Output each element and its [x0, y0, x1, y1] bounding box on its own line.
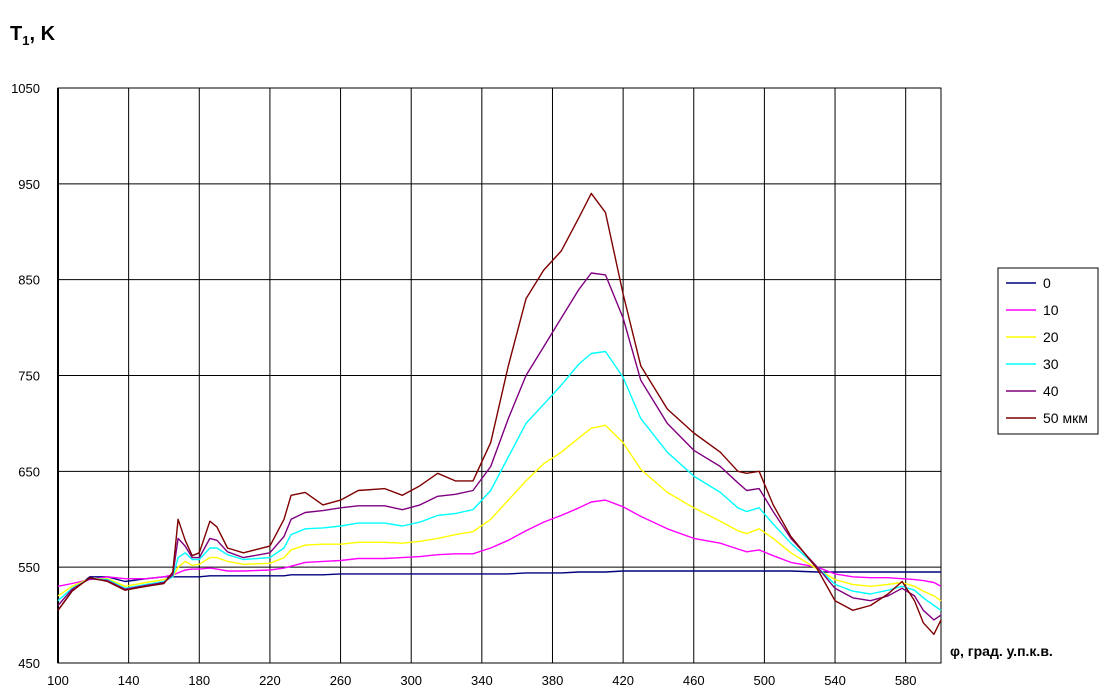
y-axis-title: T1, K: [10, 23, 56, 48]
x-tick-label: 500: [754, 673, 776, 688]
series-line-1: [57, 499, 942, 587]
x-tick-label: 420: [612, 673, 634, 688]
x-tick-label: 580: [895, 673, 917, 688]
legend-box: [997, 267, 1099, 435]
y-tick-labels: 450 550 650 750 850 950 1050: [11, 81, 40, 671]
y-tick-label: 950: [18, 177, 40, 192]
x-tick-label: 300: [400, 673, 422, 688]
legend-label-3: 30: [1043, 356, 1059, 372]
series-line-2: [57, 424, 942, 602]
x-tick-label: 380: [542, 673, 564, 688]
legend-label-4: 40: [1043, 383, 1059, 399]
x-tick-label: 540: [824, 673, 846, 688]
y-tick-label: 450: [18, 656, 40, 671]
series-line-5: [57, 192, 942, 635]
legend-label-1: 10: [1043, 302, 1059, 318]
y-axis-title-main: T: [10, 23, 22, 45]
series-line-0: [57, 570, 941, 611]
y-tick-label: 550: [18, 560, 40, 575]
legend-label-5: 50 мкм: [1043, 410, 1088, 426]
x-tick-label: 340: [471, 673, 493, 688]
x-axis-title: φ, град. у.п.к.в.: [950, 643, 1053, 659]
legend-label-2: 20: [1043, 329, 1059, 345]
x-tick-label: 460: [683, 673, 705, 688]
x-tick-label: 140: [118, 673, 140, 688]
y-tick-label: 850: [18, 273, 40, 288]
x-tick-label: 180: [188, 673, 210, 688]
x-tick-label: 260: [330, 673, 352, 688]
y-axis-title-rest: , K: [29, 23, 55, 45]
x-tick-label: 100: [47, 673, 69, 688]
legend: 0 10 20 30 40 50 мкм: [997, 267, 1099, 435]
y-tick-label: 750: [18, 369, 40, 384]
x-tick-labels: 100 140 180 220 260 300 340 380 420 460 500 540 580: [47, 673, 916, 688]
y-tick-label: 650: [18, 464, 40, 479]
x-tick-label: 220: [259, 673, 281, 688]
y-tick-label: 1050: [11, 81, 40, 96]
y-axis-title-subscript: 1: [22, 33, 29, 48]
series-lines: [57, 192, 942, 635]
legend-label-0: 0: [1043, 275, 1051, 291]
